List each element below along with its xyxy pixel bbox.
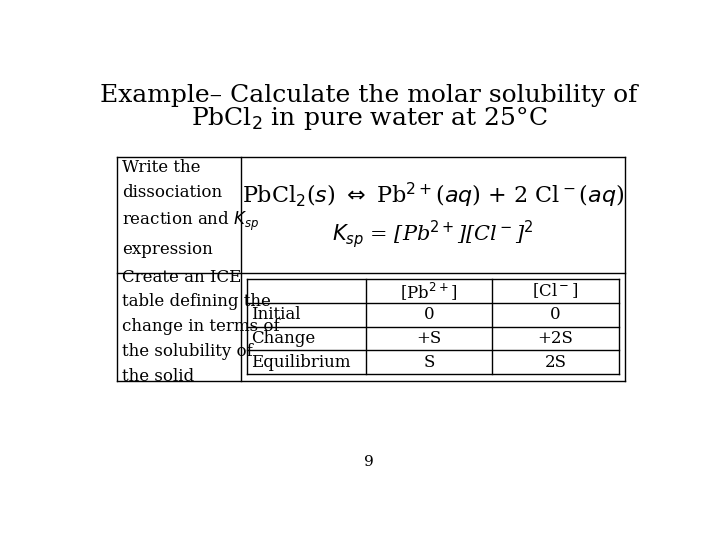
- Text: Example– Calculate the molar solubility of: Example– Calculate the molar solubility …: [100, 84, 638, 107]
- Text: [Pb$^{2+}$]: [Pb$^{2+}$]: [400, 280, 458, 302]
- Text: Change: Change: [251, 330, 315, 347]
- Text: [Cl$^-$]: [Cl$^-$]: [532, 281, 579, 300]
- Text: Equilibrium: Equilibrium: [251, 354, 351, 371]
- Text: PbCl$_2$ in pure water at 25°C: PbCl$_2$ in pure water at 25°C: [191, 105, 547, 132]
- Text: Create an ICE
table defining the
change in terms of
the solubility of
the solid: Create an ICE table defining the change …: [122, 268, 279, 384]
- Text: S: S: [423, 354, 435, 371]
- Text: +2S: +2S: [538, 330, 573, 347]
- Text: PbCl$_2$($s$) $\Leftrightarrow$ Pb$^{2+}$($aq$) + 2 Cl$^-$($aq$): PbCl$_2$($s$) $\Leftrightarrow$ Pb$^{2+}…: [242, 181, 624, 210]
- Text: 0: 0: [550, 306, 561, 323]
- Text: 9: 9: [364, 455, 374, 469]
- Text: $K_{sp}$ = [Pb$^{2+}$][Cl$^-$]$^2$: $K_{sp}$ = [Pb$^{2+}$][Cl$^-$]$^2$: [332, 218, 534, 250]
- Text: 2S: 2S: [544, 354, 567, 371]
- Text: Initial: Initial: [251, 306, 301, 323]
- Text: +S: +S: [417, 330, 442, 347]
- Text: Write the
dissociation
reaction and $K_{sp}$
expression: Write the dissociation reaction and $K_{…: [122, 159, 259, 258]
- Text: 0: 0: [424, 306, 435, 323]
